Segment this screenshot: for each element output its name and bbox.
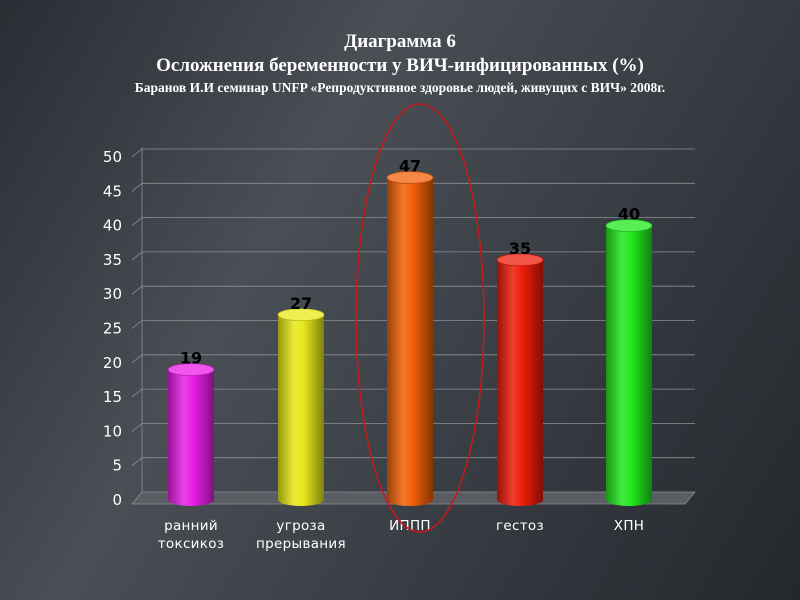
y-tick-label: 10 bbox=[103, 422, 122, 440]
x-category-label: ИППП bbox=[389, 518, 431, 534]
highlight-ellipse bbox=[355, 103, 485, 533]
gridline-diagonal bbox=[131, 251, 143, 261]
data-label: 27 bbox=[290, 294, 312, 313]
bar bbox=[387, 177, 433, 506]
gridline-diagonal bbox=[131, 388, 143, 398]
x-category-label: гестоз bbox=[496, 518, 544, 534]
bar bbox=[606, 225, 652, 506]
bar bbox=[168, 369, 214, 506]
bar-top bbox=[386, 171, 434, 184]
chart-title: Диаграмма 6 bbox=[344, 31, 456, 52]
gridline-diagonal bbox=[131, 320, 143, 329]
data-label: 47 bbox=[399, 157, 421, 176]
bar bbox=[278, 314, 324, 506]
x-category-label: прерывания bbox=[256, 536, 346, 552]
gridline-diagonal bbox=[131, 217, 143, 226]
data-label: 40 bbox=[618, 205, 640, 224]
x-category-label: ХПН bbox=[614, 518, 644, 534]
data-label: 19 bbox=[180, 349, 202, 368]
bar bbox=[497, 259, 543, 506]
x-category-label: угроза bbox=[276, 518, 325, 534]
y-tick-label: 40 bbox=[103, 217, 122, 235]
gridline-diagonal bbox=[131, 354, 143, 364]
bar-top bbox=[496, 253, 544, 267]
gridline-diagonal bbox=[131, 457, 143, 467]
y-tick-label: 35 bbox=[103, 251, 122, 269]
x-category-label: ранний bbox=[164, 518, 218, 534]
y-tick-label: 50 bbox=[103, 148, 122, 166]
bar-top bbox=[605, 219, 653, 233]
y-tick-label: 45 bbox=[103, 182, 122, 200]
gridline-diagonal bbox=[131, 148, 143, 158]
y-tick-label: 5 bbox=[112, 457, 122, 475]
chart-subtitle: Осложнения беременности у ВИЧ-инфицирова… bbox=[156, 55, 644, 76]
y-tick-label: 25 bbox=[103, 320, 122, 338]
x-category-label: токсикоз bbox=[158, 536, 224, 552]
y-tick-label: 15 bbox=[103, 388, 122, 406]
chart-source: Баранов И.И семинар UNFP «Репродуктивное… bbox=[134, 80, 666, 95]
gridline-diagonal bbox=[131, 423, 143, 432]
y-tick-label: 20 bbox=[103, 354, 122, 372]
bar-top bbox=[277, 308, 325, 322]
data-label: 35 bbox=[509, 239, 531, 258]
bar-top bbox=[167, 363, 215, 377]
gridline-diagonal bbox=[131, 285, 143, 295]
y-tick-label: 30 bbox=[103, 285, 122, 303]
chart-titles: Диаграмма 6 Осложнения беременности у ВИ… bbox=[0, 30, 800, 98]
y-tick-label: 0 bbox=[112, 491, 122, 509]
gridline-diagonal bbox=[131, 182, 143, 192]
